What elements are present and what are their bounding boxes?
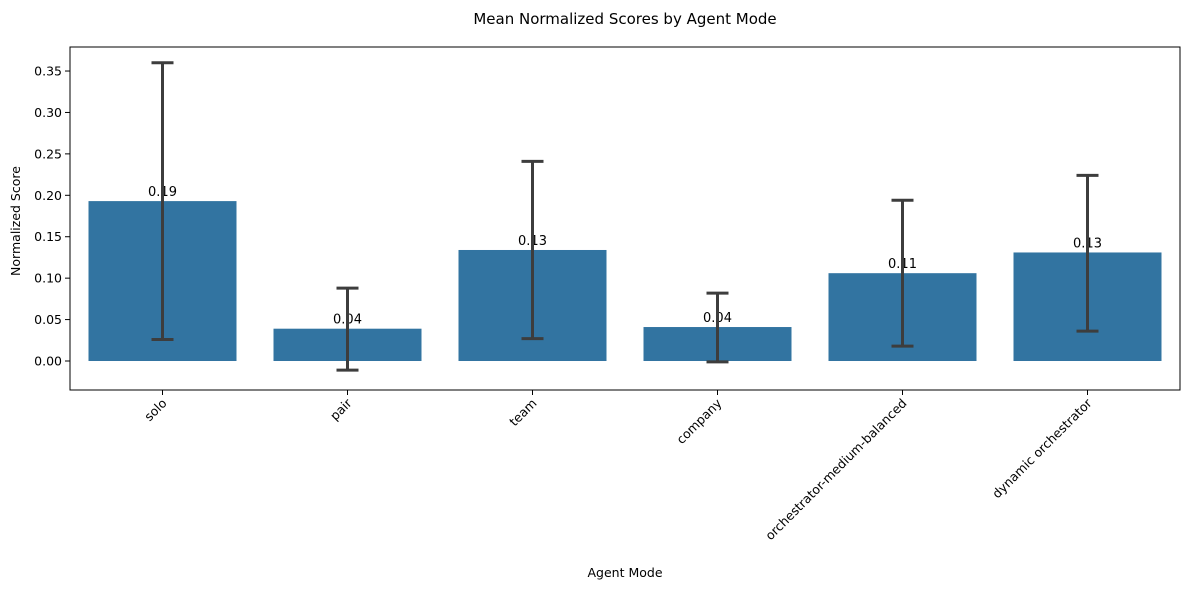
y-tick-label: 0.35	[34, 64, 62, 79]
x-tick-label: pair	[327, 395, 355, 423]
error-bar	[891, 198, 914, 348]
x-tick-label: team	[506, 396, 540, 430]
error-bar	[336, 286, 359, 372]
y-tick-label: 0.25	[34, 146, 62, 161]
chart-title: Mean Normalized Scores by Agent Mode	[473, 10, 776, 28]
plot-area: 0.190.040.130.040.110.13	[88, 61, 1162, 372]
y-tick-label: 0.10	[34, 271, 62, 286]
x-axis-label: Agent Mode	[587, 565, 662, 580]
y-tick-label: 0.30	[34, 105, 62, 120]
error-bar	[706, 291, 729, 364]
error-bar	[1076, 173, 1099, 333]
error-bar	[151, 61, 174, 341]
x-tick-label: dynamic orchestrator	[989, 395, 1095, 501]
y-tick-label: 0.05	[34, 312, 62, 327]
x-tick-label: orchestrator-medium-balanced	[762, 396, 910, 544]
y-axis-label: Normalized Score	[8, 166, 23, 276]
x-axis: solo pair team company orchestrator-medium-b…	[141, 390, 1095, 543]
y-tick-label: 0.15	[34, 229, 62, 244]
y-axis: 0.00 0.05 0.10 0.15 0.20 0.25 0.30 0.35	[34, 64, 70, 369]
x-tick-label: solo	[141, 396, 169, 424]
y-tick-label: 0.00	[34, 354, 62, 369]
axes-frame	[69, 46, 1181, 391]
x-tick-label: company	[673, 395, 725, 447]
y-tick-label: 0.20	[34, 188, 62, 203]
error-bar	[521, 159, 544, 341]
